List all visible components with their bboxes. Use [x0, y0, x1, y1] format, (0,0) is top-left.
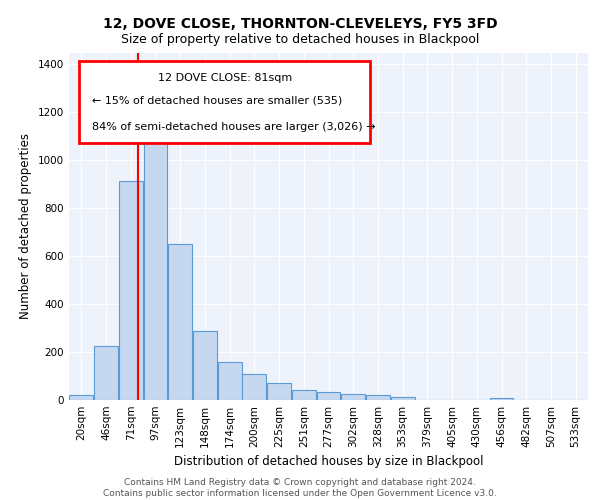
Text: 12 DOVE CLOSE: 81sqm: 12 DOVE CLOSE: 81sqm — [158, 74, 292, 84]
Text: ← 15% of detached houses are smaller (535): ← 15% of detached houses are smaller (53… — [92, 96, 343, 106]
Bar — [168, 244, 192, 400]
Bar — [292, 390, 316, 400]
FancyBboxPatch shape — [79, 61, 370, 143]
Text: Contains HM Land Registry data © Crown copyright and database right 2024.
Contai: Contains HM Land Registry data © Crown c… — [103, 478, 497, 498]
Text: 12, DOVE CLOSE, THORNTON-CLEVELEYS, FY5 3FD: 12, DOVE CLOSE, THORNTON-CLEVELEYS, FY5 … — [103, 18, 497, 32]
Bar — [70, 395, 94, 400]
Bar — [490, 398, 514, 400]
Bar — [391, 397, 415, 400]
Bar — [341, 394, 365, 400]
X-axis label: Distribution of detached houses by size in Blackpool: Distribution of detached houses by size … — [174, 456, 483, 468]
Bar — [366, 395, 390, 400]
Bar — [193, 330, 217, 400]
Bar — [218, 362, 242, 400]
Text: 84% of semi-detached houses are larger (3,026) →: 84% of semi-detached houses are larger (… — [92, 122, 376, 132]
Y-axis label: Number of detached properties: Number of detached properties — [19, 133, 32, 320]
Bar — [267, 383, 291, 400]
Bar — [317, 392, 340, 400]
Bar — [119, 180, 143, 400]
Bar — [242, 374, 266, 400]
Text: Size of property relative to detached houses in Blackpool: Size of property relative to detached ho… — [121, 32, 479, 46]
Bar — [143, 142, 167, 400]
Bar — [94, 346, 118, 400]
